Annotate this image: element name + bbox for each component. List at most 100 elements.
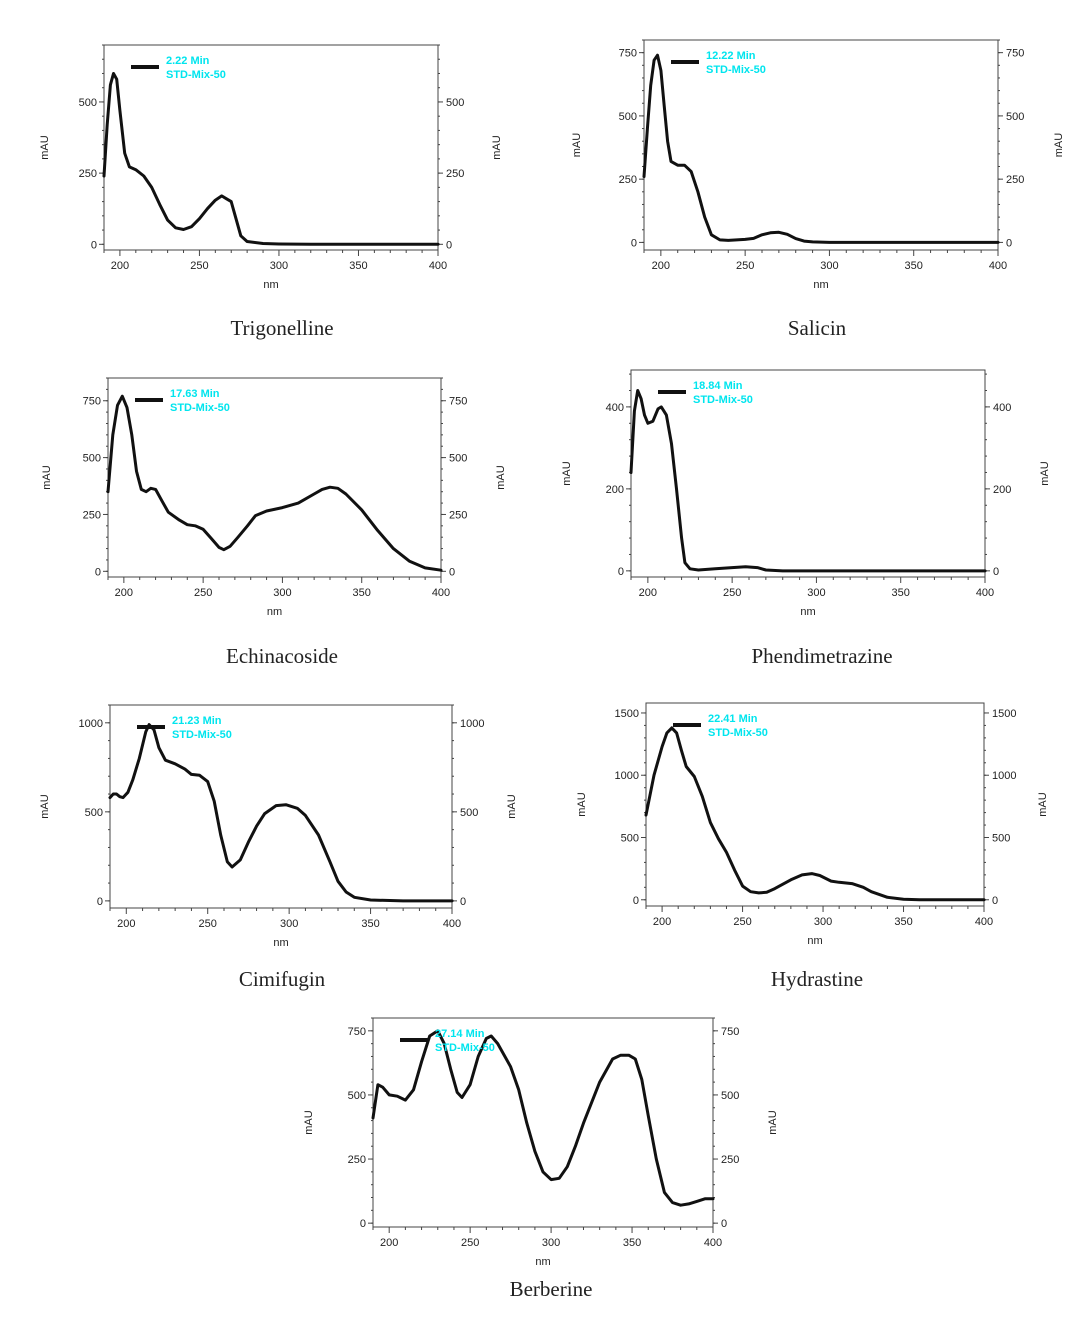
- spectrum-line: [629, 389, 987, 573]
- spectrum-line: [102, 72, 440, 246]
- x-tick-label: 250: [733, 916, 751, 928]
- spectrum-line: [106, 394, 443, 572]
- chart-caption: Echinacoside: [226, 644, 338, 668]
- y-tick-label-right: 500: [460, 807, 478, 819]
- y-tick-label-left: 0: [360, 1218, 366, 1230]
- y-axis-label-right: mAU: [491, 135, 503, 160]
- y-tick-label-right: 250: [446, 168, 464, 180]
- x-tick-label: 200: [117, 918, 135, 930]
- y-tick-label-left: 750: [348, 1026, 366, 1038]
- y-tick-label-right: 750: [449, 396, 467, 408]
- spectrum-line: [642, 53, 1000, 244]
- y-tick-label-right: 750: [1006, 48, 1024, 60]
- x-tick-label: 200: [115, 587, 133, 599]
- y-tick-label-right: 500: [721, 1090, 739, 1102]
- x-tick-label: 400: [429, 260, 447, 272]
- legend-sample: STD-Mix-50: [166, 69, 226, 81]
- y-tick-label-right: 500: [992, 833, 1010, 845]
- x-tick-label: 250: [194, 587, 212, 599]
- x-tick-label: 200: [653, 916, 671, 928]
- y-tick-label-left: 500: [348, 1090, 366, 1102]
- legend-sample: STD-Mix-50: [172, 729, 232, 741]
- x-tick-label: 400: [976, 587, 994, 599]
- x-tick-label: 350: [892, 587, 910, 599]
- y-tick-label-right: 0: [460, 896, 466, 908]
- chart-panel-trigonelline: 200 250 300 350 400 0 0 250 250 500 500 nm mAU mAU 2.2…: [39, 44, 503, 340]
- chart-caption: Berberine: [510, 1277, 593, 1301]
- chart-caption: Phendimetrazine: [751, 644, 892, 668]
- y-axis-label-right: mAU: [767, 1110, 779, 1135]
- chart-caption: Salicin: [788, 316, 847, 340]
- x-axis-label: nm: [267, 606, 282, 618]
- x-tick-label: 200: [111, 260, 129, 272]
- chart-caption: Trigonelline: [230, 316, 333, 340]
- legend-sample: STD-Mix-50: [706, 64, 766, 76]
- x-tick-label: 300: [270, 260, 288, 272]
- chart-panel-cimifugin: 200 250 300 350 400 0 0 500 500 1000 1000 nm mAU mAU 2…: [39, 704, 518, 991]
- chart-panel-salicin: 200 250 300 350 400 0 0 250 250 500 500 750 750 nm mAU…: [571, 39, 1065, 340]
- y-tick-label-right: 250: [721, 1154, 739, 1166]
- x-axis-label: nm: [807, 935, 822, 947]
- y-tick-label-left: 250: [83, 509, 101, 521]
- legend-sample: STD-Mix-50: [435, 1042, 495, 1054]
- x-tick-label: 400: [443, 918, 461, 930]
- y-tick-label-left: 200: [606, 484, 624, 496]
- x-tick-label: 400: [975, 916, 993, 928]
- y-tick-label-left: 500: [79, 97, 97, 109]
- y-tick-label-left: 1000: [615, 770, 639, 782]
- y-tick-label-right: 250: [1006, 174, 1024, 186]
- x-tick-label: 350: [894, 916, 912, 928]
- x-tick-label: 200: [380, 1237, 398, 1249]
- legend-sample: STD-Mix-50: [693, 394, 753, 406]
- legend-time: 21.23 Min: [172, 715, 222, 727]
- x-tick-label: 400: [704, 1237, 722, 1249]
- plot-frame: [645, 702, 985, 907]
- y-tick-label-right: 1500: [992, 708, 1016, 720]
- y-axis-label-left: mAU: [39, 135, 51, 160]
- x-tick-label: 400: [432, 587, 450, 599]
- y-tick-label-right: 0: [449, 566, 455, 578]
- chart-caption: Cimifugin: [239, 967, 326, 991]
- y-tick-label-left: 250: [79, 168, 97, 180]
- y-tick-label-left: 750: [619, 48, 637, 60]
- plot-frame: [103, 44, 439, 251]
- x-tick-label: 250: [736, 260, 754, 272]
- plot-frame: [109, 704, 453, 909]
- y-axis-label-left: mAU: [303, 1110, 315, 1135]
- y-tick-label-left: 0: [633, 895, 639, 907]
- y-tick-label-right: 750: [721, 1026, 739, 1038]
- x-tick-label: 350: [623, 1237, 641, 1249]
- legend-time: 18.84 Min: [693, 380, 743, 392]
- y-tick-label-right: 500: [1006, 111, 1024, 123]
- x-tick-label: 350: [361, 918, 379, 930]
- y-tick-label-left: 250: [619, 174, 637, 186]
- y-axis-label-left: mAU: [561, 461, 573, 486]
- plot-frame: [372, 1017, 714, 1228]
- x-tick-label: 250: [199, 918, 217, 930]
- spectrum-line: [108, 723, 454, 903]
- legend-time: 27.14 Min: [435, 1028, 485, 1040]
- y-tick-label-left: 0: [631, 237, 637, 249]
- x-tick-label: 300: [814, 916, 832, 928]
- legend-time: 17.63 Min: [170, 388, 220, 400]
- x-tick-label: 300: [807, 587, 825, 599]
- x-axis-label: nm: [535, 1256, 550, 1268]
- x-tick-label: 300: [820, 260, 838, 272]
- y-tick-label-left: 0: [91, 239, 97, 251]
- chart-panel-phendimetrazine: 200 250 300 350 400 0 0 200 200 400 400 nm mAU mAU 18.…: [561, 369, 1051, 668]
- x-tick-label: 400: [989, 260, 1007, 272]
- chart-panel-hydrastine: 200 250 300 350 400 0 0 500 500 1000 1000 1500 1500 n…: [576, 702, 1049, 991]
- plot-frame: [643, 39, 999, 251]
- y-axis-label-right: mAU: [1039, 461, 1051, 486]
- x-axis-label: nm: [273, 937, 288, 949]
- y-tick-label-right: 0: [992, 895, 998, 907]
- y-axis-label-right: mAU: [495, 465, 507, 490]
- y-tick-label-left: 500: [83, 453, 101, 465]
- legend-time: 12.22 Min: [706, 50, 756, 62]
- spectrum-line: [644, 726, 986, 902]
- y-tick-label-right: 0: [721, 1218, 727, 1230]
- x-tick-label: 300: [273, 587, 291, 599]
- x-axis-label: nm: [263, 279, 278, 291]
- y-tick-label-right: 1000: [460, 718, 484, 730]
